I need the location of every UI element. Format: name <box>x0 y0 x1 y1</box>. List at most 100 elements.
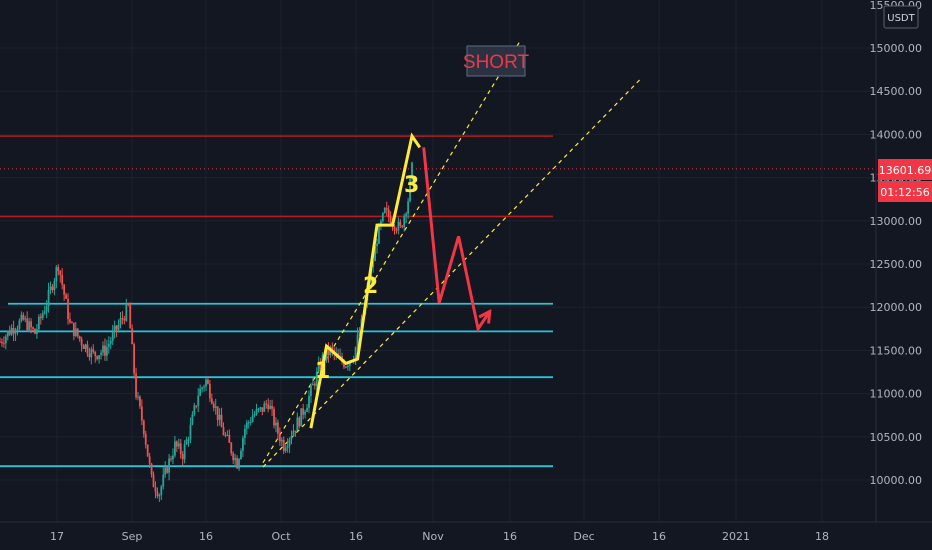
candle-body <box>193 405 196 415</box>
candle-body <box>34 328 36 334</box>
candle-body <box>6 330 9 337</box>
candle-body <box>411 162 413 179</box>
candle-body <box>374 246 376 262</box>
wave-label-3: 3 <box>404 173 419 198</box>
candle-body <box>327 348 330 356</box>
time-tick-label: Oct <box>271 530 291 543</box>
candle-body <box>205 379 207 387</box>
candle-body <box>119 318 122 325</box>
candle-body <box>129 304 132 329</box>
candle-body <box>22 314 25 320</box>
candle-body <box>346 365 349 367</box>
candle-body <box>407 201 410 214</box>
candle-body <box>69 319 71 323</box>
candle-body <box>121 318 124 320</box>
candle-body <box>234 457 237 461</box>
candle-body <box>302 408 305 415</box>
candle-body <box>78 336 81 340</box>
candle-body <box>232 453 235 461</box>
candle-body <box>380 221 382 225</box>
candle-body <box>96 355 99 360</box>
candle-body <box>174 441 176 456</box>
candle-body <box>226 434 229 436</box>
price-axis[interactable]: 15000.0014500.0014000.0013500.0013000.00… <box>870 0 932 522</box>
candle-body <box>160 486 163 496</box>
candle-body <box>43 311 46 314</box>
time-axis[interactable]: 17 Sep 16 Oct 16 Nov 16 Dec 16 2021 18 <box>0 521 932 543</box>
candle-body <box>385 208 388 210</box>
time-tick-label: 17 <box>50 530 64 543</box>
candle-body <box>16 328 19 332</box>
candle-body <box>177 443 180 447</box>
channel-line <box>262 40 521 464</box>
candle-body <box>55 267 58 281</box>
candle-body <box>331 346 334 350</box>
candle-body <box>191 414 194 425</box>
candle-body <box>311 383 314 386</box>
candle-body <box>140 406 143 421</box>
candle-body <box>238 459 240 469</box>
price-tick-label: 14000.00 <box>870 128 923 141</box>
candle-body <box>222 427 225 436</box>
candle-body <box>37 316 40 330</box>
candle-body <box>139 396 141 407</box>
candle-body <box>220 414 223 428</box>
candle-body <box>109 340 112 344</box>
candle-body <box>280 439 283 442</box>
candle-body <box>230 442 233 454</box>
candle-body <box>210 398 213 404</box>
candle-body <box>84 344 87 349</box>
candle-body <box>203 386 205 388</box>
candle-body <box>381 212 384 222</box>
candle-body <box>253 414 256 416</box>
candle-body <box>14 331 17 334</box>
candle-body <box>325 348 328 361</box>
candle-body <box>317 363 320 372</box>
candle-body <box>185 439 188 445</box>
candle-body <box>144 433 147 445</box>
candle-body <box>319 363 322 369</box>
candle-body <box>2 343 5 345</box>
candle-body <box>125 304 128 321</box>
time-tick-label: 16 <box>652 530 666 543</box>
candle-body <box>90 349 93 358</box>
candle-body <box>218 414 221 420</box>
candle-body <box>214 406 217 408</box>
candle-body <box>197 395 200 406</box>
candle-body <box>298 417 301 427</box>
candle-body <box>273 408 275 426</box>
candle-body <box>150 463 153 475</box>
candle-body <box>127 304 130 306</box>
short-label-text: SHORT <box>463 52 530 73</box>
candle-body <box>65 294 67 299</box>
candle-body <box>123 318 126 321</box>
candle-body <box>131 328 134 345</box>
candle-body <box>1 341 3 344</box>
candle-body <box>306 407 308 412</box>
candle-body <box>168 458 170 473</box>
candle-body <box>71 322 73 324</box>
candle-body <box>187 439 190 441</box>
candle-body <box>148 456 151 464</box>
wave-path <box>309 132 422 429</box>
channel-lines <box>262 40 642 468</box>
candle-body <box>395 229 398 231</box>
candle-body <box>383 208 386 213</box>
price-tick-label: 12500.00 <box>870 258 923 271</box>
price-tick-label: 12000.00 <box>870 301 923 314</box>
candle-body <box>18 320 21 329</box>
time-tick-label: 18 <box>815 530 829 543</box>
candle-body <box>251 415 254 422</box>
candle-body <box>236 457 238 469</box>
candle-body <box>4 336 7 344</box>
candle-body <box>10 327 13 335</box>
candle-body <box>41 313 44 319</box>
price-tick-label: 11000.00 <box>870 388 923 401</box>
candle-body <box>207 379 209 384</box>
candle-body <box>389 216 392 225</box>
candle-body <box>49 286 52 290</box>
candle-body <box>387 209 390 217</box>
candle-body <box>310 385 312 396</box>
currency-badge[interactable] <box>883 5 919 29</box>
